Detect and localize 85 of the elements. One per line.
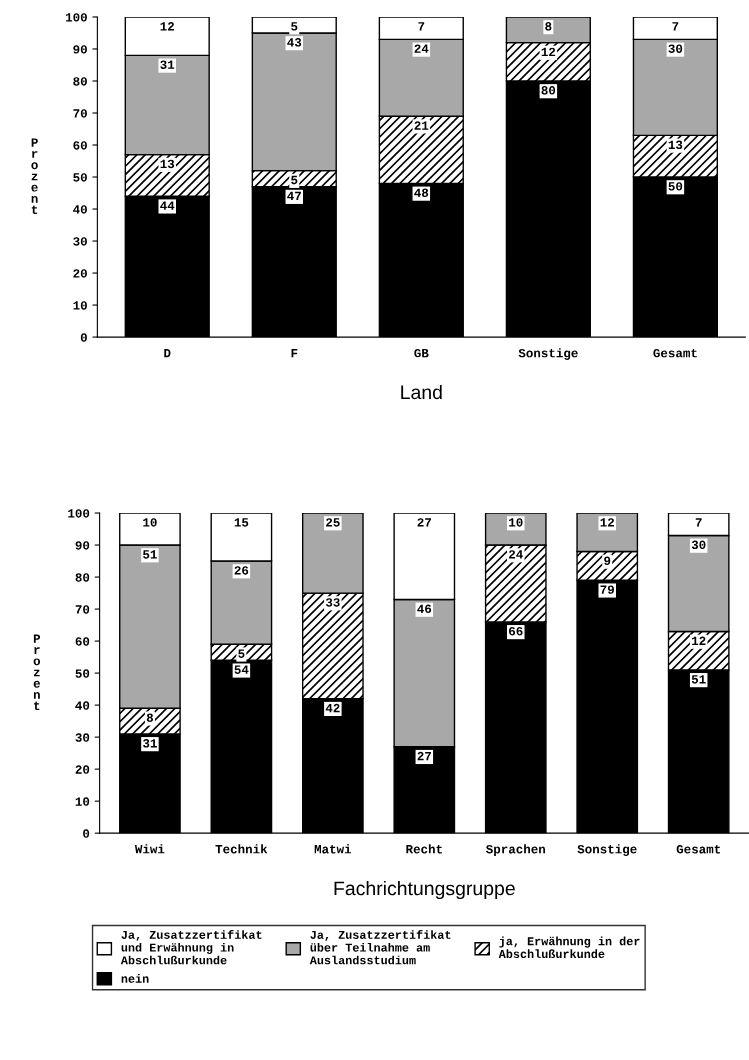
data-label: 12 xyxy=(692,636,706,645)
data-label: 7 xyxy=(695,518,702,527)
y-tick-label: 30 xyxy=(75,733,90,742)
x-tick-label: F xyxy=(291,349,298,358)
x-axis-title: Fachrichtungsgruppe xyxy=(334,880,515,900)
data-label: 51 xyxy=(691,675,706,684)
y-tick-label: 80 xyxy=(75,573,90,582)
x-tick-label: GB xyxy=(414,348,429,358)
legend-label: Ja, Zusatzzertifikat über Teilnahme am Auslandsstudium xyxy=(309,930,451,965)
data-label: 31 xyxy=(160,60,175,69)
data-label: 43 xyxy=(287,38,302,47)
data-label: 33 xyxy=(325,598,340,607)
data-label: 79 xyxy=(600,585,614,594)
data-label: 47 xyxy=(287,191,301,201)
y-tick-label: 40 xyxy=(73,205,87,214)
x-tick-label: Gesamt xyxy=(676,844,721,854)
y-tick-label: 10 xyxy=(75,797,90,806)
data-label: 13 xyxy=(668,140,683,150)
data-label: 66 xyxy=(509,627,523,636)
x-tick-label: Sonstige xyxy=(577,844,637,856)
y-tick-label: 30 xyxy=(73,237,87,246)
data-label: 50 xyxy=(668,182,683,191)
y-tick-label: 50 xyxy=(73,173,87,182)
data-label: 21 xyxy=(414,121,429,130)
data-label: 31 xyxy=(142,739,157,748)
y-tick-label: 100 xyxy=(68,509,90,518)
y-axis-title: Prozent xyxy=(33,634,41,711)
data-label: 24 xyxy=(509,550,523,559)
data-label: 9 xyxy=(604,556,611,566)
y-tick-label: 0 xyxy=(80,333,87,342)
data-label: 10 xyxy=(143,518,157,527)
y-tick-label: 20 xyxy=(73,269,87,278)
data-label: 8 xyxy=(146,713,154,722)
data-label: 46 xyxy=(417,604,432,614)
data-label: 15 xyxy=(234,518,249,527)
data-label: 5 xyxy=(291,175,298,185)
x-tick-label: Wiwi xyxy=(134,844,165,854)
x-tick-label: Gesamt xyxy=(653,348,697,358)
x-axis-title: Land xyxy=(401,384,442,400)
data-label: 12 xyxy=(541,47,556,57)
legend-label: Ja, Zusatzzertifikat und Erwähnung in Abschlußurkunde xyxy=(120,930,262,965)
data-label: 48 xyxy=(414,188,429,198)
y-tick-label: 100 xyxy=(65,13,87,22)
data-label: 24 xyxy=(414,44,429,53)
data-label: 42 xyxy=(325,703,340,713)
y-tick-label: 90 xyxy=(75,541,90,550)
data-label: 27 xyxy=(417,751,431,761)
y-axis-title: Prozent xyxy=(31,138,38,214)
data-label: 10 xyxy=(509,518,523,527)
data-label: 30 xyxy=(691,540,706,550)
data-label: 54 xyxy=(234,665,249,674)
data-label: 13 xyxy=(160,159,175,169)
data-label: 44 xyxy=(160,201,175,210)
y-tick-label: 70 xyxy=(73,109,87,118)
data-label: 26 xyxy=(234,566,249,575)
data-label: 7 xyxy=(672,22,679,31)
data-label: 8 xyxy=(545,22,552,31)
legend-label: ja, Erwähnung in der Abschlußurkunde xyxy=(498,936,640,959)
data-label: 5 xyxy=(238,649,245,658)
legend-label: nein xyxy=(121,974,149,983)
y-tick-label: 40 xyxy=(75,701,90,710)
data-label: 51 xyxy=(143,550,157,559)
y-tick-label: 0 xyxy=(83,829,90,838)
y-tick-label: 80 xyxy=(73,77,87,86)
data-label: 12 xyxy=(600,518,614,527)
y-tick-label: 60 xyxy=(75,637,90,646)
y-tick-label: 70 xyxy=(75,605,90,614)
data-label: 12 xyxy=(160,22,175,31)
data-label: 5 xyxy=(291,22,298,31)
x-tick-label: D xyxy=(164,349,171,358)
x-tick-label: Sprachen xyxy=(486,844,546,856)
data-label: 25 xyxy=(326,518,340,527)
data-label: 7 xyxy=(418,22,425,31)
y-tick-label: 10 xyxy=(73,301,87,310)
y-tick-label: 60 xyxy=(73,141,87,150)
y-tick-label: 90 xyxy=(73,45,87,54)
data-label: 80 xyxy=(541,86,556,95)
data-label: 27 xyxy=(417,518,431,527)
x-tick-label: Technik xyxy=(215,844,268,854)
x-tick-label: Sonstige xyxy=(518,348,578,360)
y-tick-label: 20 xyxy=(75,765,90,774)
x-tick-label: Matwi xyxy=(314,844,352,854)
x-tick-label: Recht xyxy=(406,844,442,854)
y-tick-label: 50 xyxy=(75,669,90,678)
data-label: 30 xyxy=(668,44,683,53)
